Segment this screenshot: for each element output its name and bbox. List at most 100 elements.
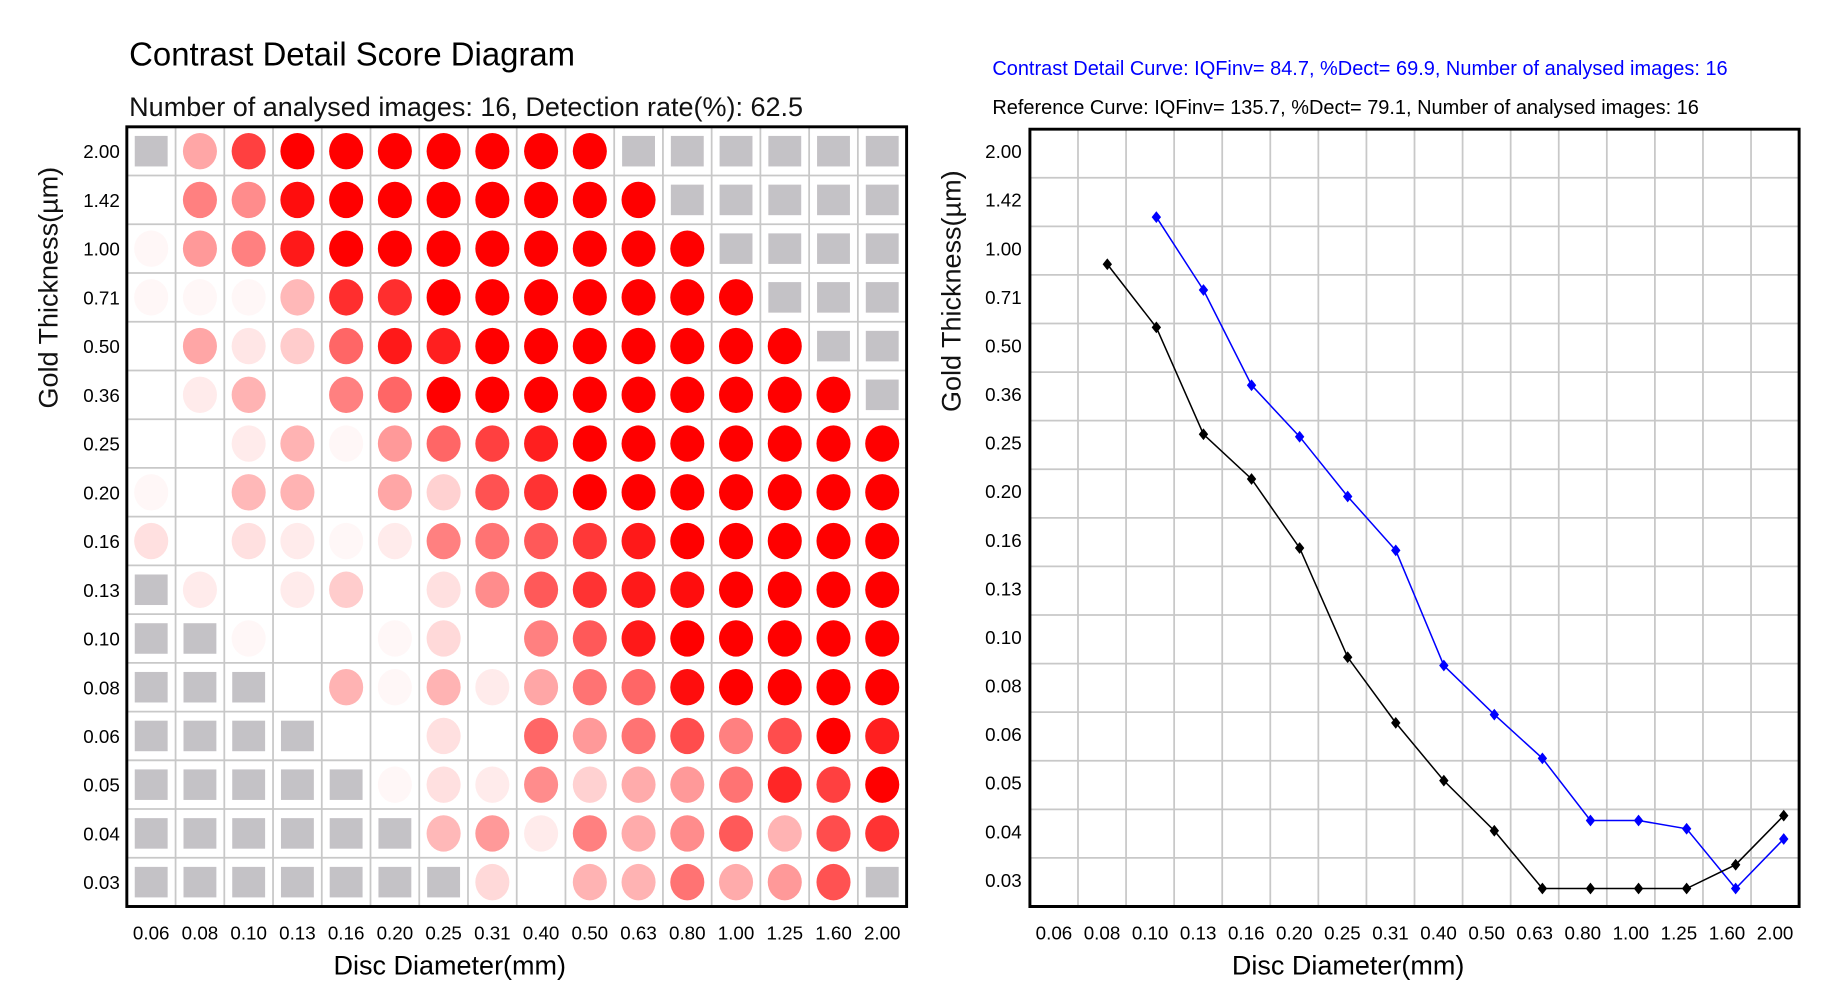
score-circle	[816, 815, 851, 852]
chart-subtitle: Number of analysed images: 16, Detection…	[129, 92, 803, 122]
score-circle	[426, 766, 461, 803]
not-scored-square	[719, 135, 753, 167]
not-scored-square	[817, 184, 850, 216]
reference-point	[1439, 774, 1449, 787]
not-scored-square	[134, 574, 168, 606]
score-circle	[329, 669, 364, 706]
not-scored-square	[183, 720, 217, 752]
contrast-detail-point	[1294, 430, 1305, 443]
score-circle	[816, 863, 851, 901]
y-tick-label: 0.25	[83, 434, 120, 455]
x-tick-label: 0.20	[377, 922, 414, 943]
score-circle	[621, 425, 656, 462]
reference-point	[1633, 882, 1644, 895]
reference-point	[1585, 882, 1596, 895]
x-tick-label: 1.25	[1661, 922, 1698, 943]
not-scored-square	[134, 720, 168, 752]
score-circle	[475, 132, 510, 170]
score-circle	[719, 279, 754, 316]
score-circle	[670, 376, 705, 414]
score-circle	[767, 376, 802, 414]
score-circle	[182, 376, 217, 414]
not-scored-square	[280, 818, 314, 849]
x-tick-label: 0.25	[425, 922, 462, 943]
score-circle	[719, 766, 754, 803]
y-tick-label: 0.71	[83, 287, 120, 308]
not-scored-square	[329, 818, 363, 849]
score-diagram-panel: Contrast Detail Score Diagram Number of a…	[34, 36, 909, 981]
score-circle	[524, 474, 559, 511]
score-circle	[767, 522, 802, 560]
curve-legend-contrast-detail: Contrast Detail Curve: IQFinv= 84.7, %De…	[992, 58, 1727, 80]
score-circle	[767, 327, 802, 365]
x-tick-label: 0.25	[1324, 922, 1361, 943]
score-circle	[572, 620, 607, 657]
score-circle	[182, 181, 217, 219]
x-tick-label: 0.50	[572, 922, 609, 943]
score-circle	[377, 230, 412, 267]
not-scored-square	[817, 330, 850, 362]
not-scored-square	[768, 135, 802, 167]
y-tick-label: 0.03	[83, 872, 120, 893]
score-circle	[767, 425, 802, 462]
not-scored-square	[134, 818, 168, 849]
score-circle	[524, 327, 559, 365]
not-scored-square	[378, 818, 412, 849]
not-scored-square	[427, 866, 461, 898]
score-circle	[475, 863, 510, 901]
y-tick-label: 0.06	[985, 724, 1022, 745]
score-circle	[670, 571, 705, 608]
score-circle	[182, 230, 217, 267]
score-circle	[621, 376, 656, 414]
not-scored-square	[865, 379, 899, 411]
score-circle	[572, 230, 607, 267]
x-tick-label: 1.00	[718, 922, 755, 943]
y-tick-label: 0.36	[83, 385, 120, 406]
plot-border	[1028, 127, 1801, 908]
x-tick-label: 0.08	[182, 922, 219, 943]
score-circle	[329, 279, 364, 316]
score-circle	[329, 181, 364, 219]
score-circle	[426, 669, 461, 706]
reference-point	[1681, 882, 1692, 895]
reference-point	[1294, 542, 1305, 554]
score-circle	[621, 717, 656, 755]
score-circle	[280, 571, 315, 608]
not-scored-square	[622, 135, 655, 167]
score-circle	[572, 327, 607, 365]
y-tick-label: 0.16	[83, 531, 120, 552]
score-circle	[182, 132, 217, 170]
x-tick-label: 0.10	[230, 922, 267, 943]
not-scored-square	[865, 282, 899, 313]
score-circle	[621, 474, 656, 511]
score-circle	[621, 230, 656, 267]
not-scored-square	[134, 623, 168, 654]
score-circle	[426, 230, 461, 267]
x-tick-label: 0.50	[1468, 922, 1505, 943]
y-tick-label: 0.25	[985, 433, 1022, 454]
not-scored-square	[232, 769, 266, 800]
score-circle	[426, 132, 461, 170]
curve-legend-reference: Reference Curve: IQFinv= 135.7, %Dect= 7…	[992, 97, 1699, 119]
not-scored-square	[134, 866, 168, 898]
score-circle	[524, 766, 559, 803]
not-scored-square	[865, 184, 899, 216]
score-circle	[182, 327, 217, 365]
contrast-detail-curve-panel: Contrast Detail Curve: IQFinv= 84.7, %De…	[937, 58, 1801, 981]
x-tick-label: 1.25	[766, 922, 803, 943]
score-circle	[231, 327, 266, 365]
score-circle	[572, 669, 607, 706]
score-circle	[377, 376, 412, 414]
score-circle	[329, 132, 364, 170]
reference-point	[1779, 809, 1789, 822]
not-scored-square	[232, 866, 266, 898]
score-circle	[231, 132, 266, 170]
x-tick-label: 0.13	[279, 922, 316, 943]
y-tick-label: 0.05	[985, 773, 1022, 794]
x-tick-label: 0.80	[669, 922, 706, 943]
score-circle	[572, 863, 607, 901]
not-scored-square	[183, 671, 217, 703]
score-circle	[670, 815, 705, 852]
y-tick-label: 0.04	[985, 821, 1022, 842]
score-circle	[670, 717, 705, 755]
